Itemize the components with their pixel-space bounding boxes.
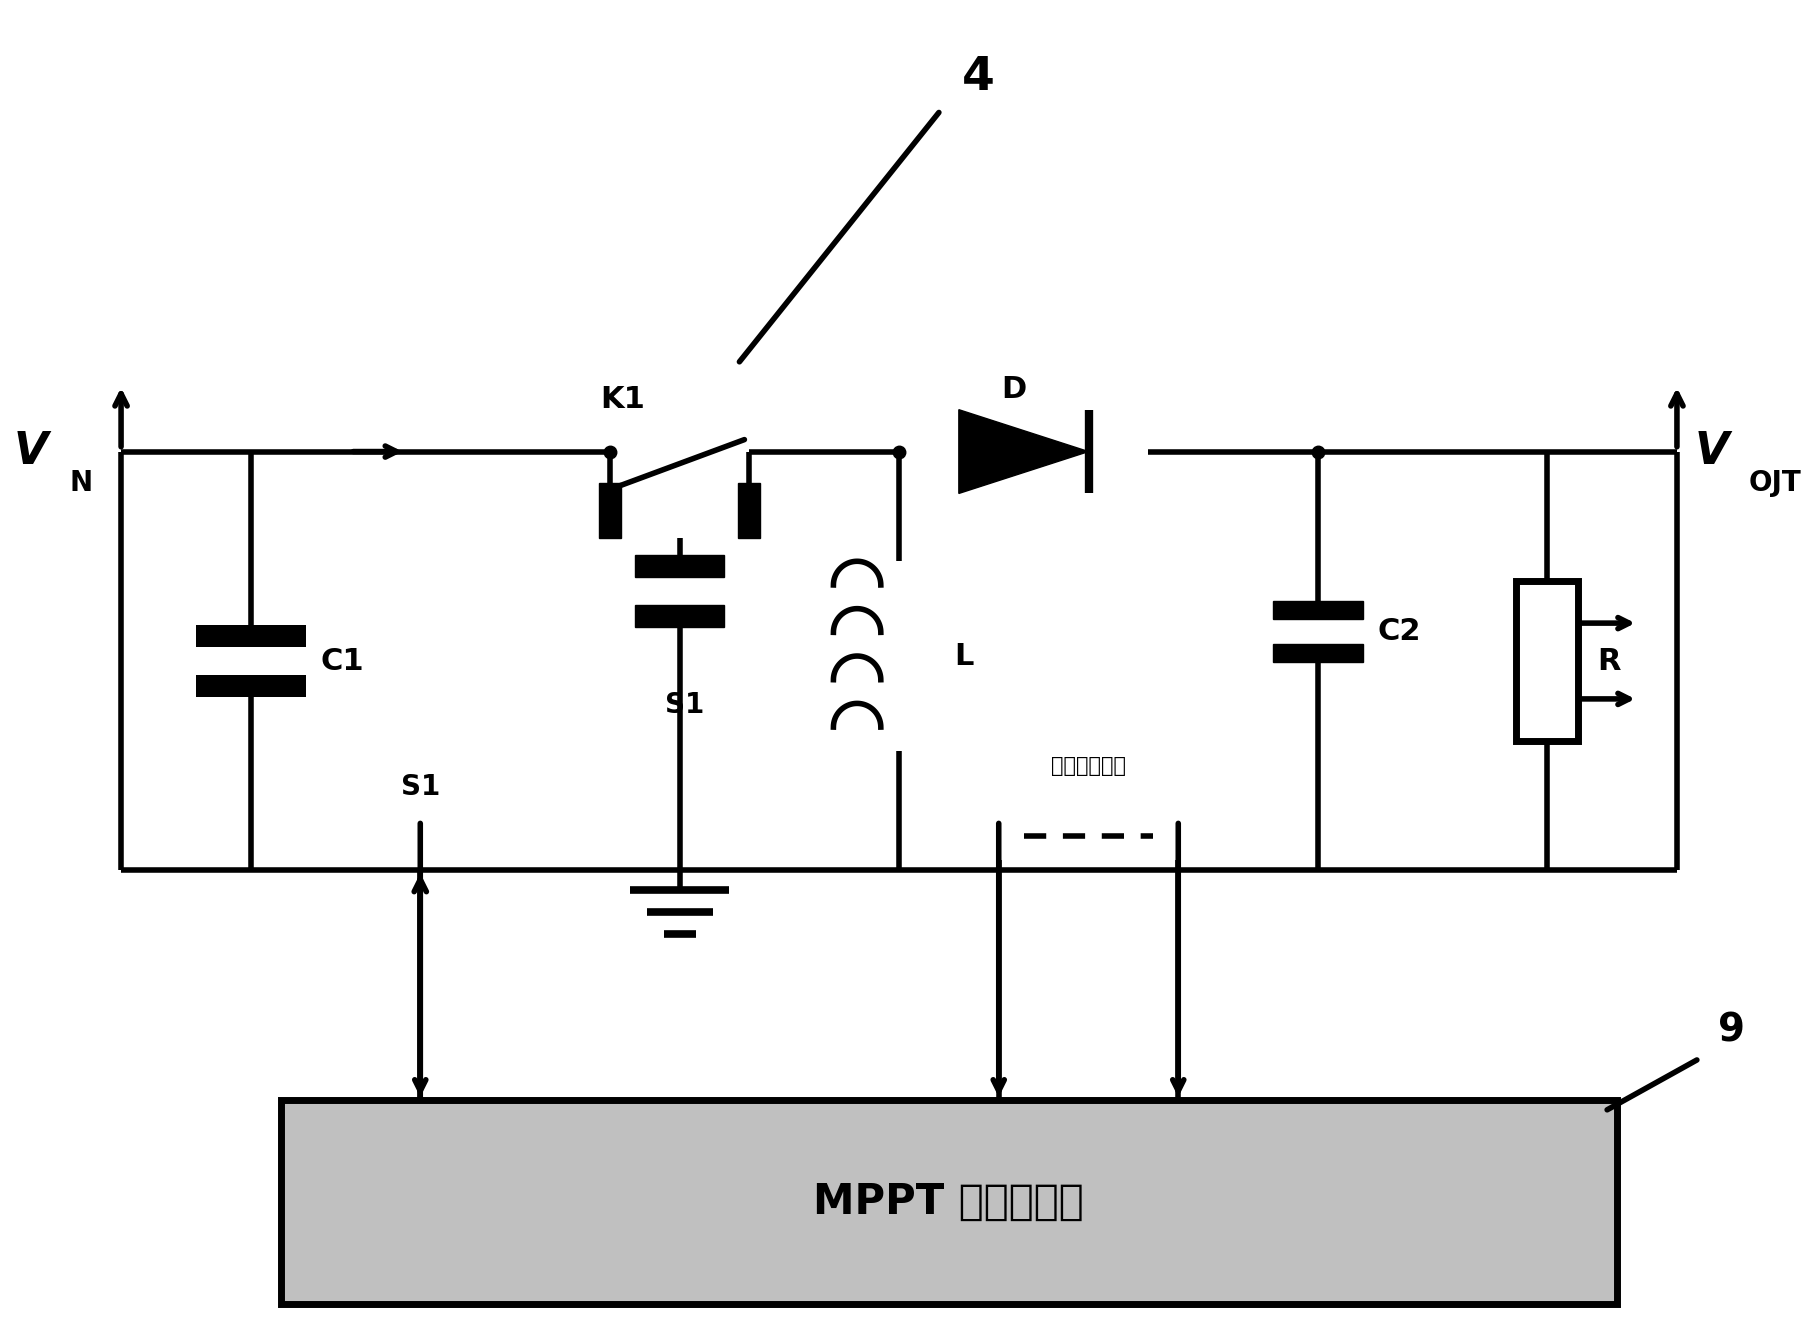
Text: C2: C2 <box>1377 616 1421 646</box>
Text: C1: C1 <box>321 647 364 676</box>
Text: MPPT 中心控制器: MPPT 中心控制器 <box>814 1181 1084 1223</box>
Bar <box>1274 600 1363 619</box>
Bar <box>739 483 761 538</box>
Polygon shape <box>959 410 1089 494</box>
Bar <box>1517 582 1578 741</box>
Text: L: L <box>953 642 973 671</box>
Bar <box>281 1099 1616 1304</box>
Text: 9: 9 <box>1718 1012 1745 1049</box>
Bar <box>598 483 622 538</box>
Text: S1: S1 <box>665 691 705 719</box>
Bar <box>1274 644 1363 662</box>
Text: D: D <box>1000 375 1026 405</box>
Text: 系统检测信号: 系统检测信号 <box>1051 756 1125 776</box>
Bar <box>634 606 725 627</box>
Text: OJT: OJT <box>1749 470 1801 498</box>
Text: R: R <box>1596 647 1620 676</box>
Text: S1: S1 <box>400 772 440 801</box>
FancyBboxPatch shape <box>196 626 306 647</box>
FancyBboxPatch shape <box>196 675 306 697</box>
Text: V: V <box>1694 430 1729 473</box>
Text: N: N <box>69 470 92 498</box>
Bar <box>634 555 725 578</box>
Text: K1: K1 <box>600 385 645 414</box>
Text: V: V <box>13 430 47 473</box>
Text: 4: 4 <box>962 55 995 100</box>
